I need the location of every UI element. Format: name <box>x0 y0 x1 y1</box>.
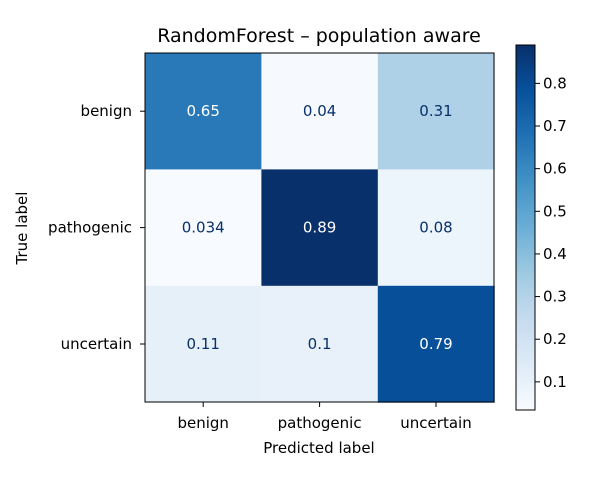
heatmap-cell <box>261 285 379 403</box>
colorbar-tick-label: 0.6 <box>543 160 567 178</box>
y-tick-label: benign <box>81 102 132 120</box>
x-axis: benign pathogenic uncertain <box>177 402 472 432</box>
cell-value-label: 0.1 <box>308 335 332 353</box>
cell-value-label: 0.89 <box>303 219 336 237</box>
colorbar-ticks: 0.1 0.2 0.3 0.4 0.5 0.6 0.7 0.8 <box>535 74 567 391</box>
x-tick-label: uncertain <box>400 414 471 432</box>
cell-value-label: 0.04 <box>303 102 336 120</box>
x-tick-label: pathogenic <box>278 414 362 432</box>
heatmap-cell <box>145 285 262 403</box>
y-axis-label: True label <box>13 192 31 266</box>
colorbar-tick-label: 0.5 <box>543 202 567 220</box>
heatmap-cell <box>145 169 262 287</box>
heatmap-cell <box>377 53 495 170</box>
y-axis: benign pathogenic uncertain <box>48 102 145 353</box>
cell-value-label: 0.31 <box>419 102 452 120</box>
colorbar-tick-label: 0.4 <box>543 245 567 263</box>
heatmap-cell <box>261 169 379 287</box>
colorbar-tick-label: 0.7 <box>543 117 567 135</box>
heatmap-cell <box>145 53 262 170</box>
heatmap-value-labels: 0.65 0.04 0.31 0.034 0.89 0.08 0.11 0.1 0.79 <box>182 102 453 353</box>
colorbar-tick-label: 0.2 <box>543 330 567 348</box>
heatmap-cell <box>377 285 495 403</box>
cell-value-label: 0.65 <box>186 102 219 120</box>
cell-value-label: 0.08 <box>419 219 452 237</box>
cell-value-label: 0.11 <box>186 335 219 353</box>
heatmap-cell <box>261 53 379 170</box>
colorbar-tick-label: 0.1 <box>543 373 567 391</box>
cell-value-label: 0.79 <box>419 335 452 353</box>
colorbar <box>515 44 536 411</box>
heatmap-cell <box>377 169 495 287</box>
colorbar-tick-label: 0.3 <box>543 288 567 306</box>
cell-value-label: 0.034 <box>182 219 225 237</box>
y-tick-label: uncertain <box>61 335 132 353</box>
y-tick-label: pathogenic <box>48 219 132 237</box>
colorbar-tick-label: 0.8 <box>543 74 567 92</box>
heatmap-cells <box>145 53 495 403</box>
x-tick-label: benign <box>177 414 228 432</box>
x-axis-label: Predicted label <box>263 439 374 457</box>
chart-title: RandomForest – population aware <box>157 25 481 47</box>
